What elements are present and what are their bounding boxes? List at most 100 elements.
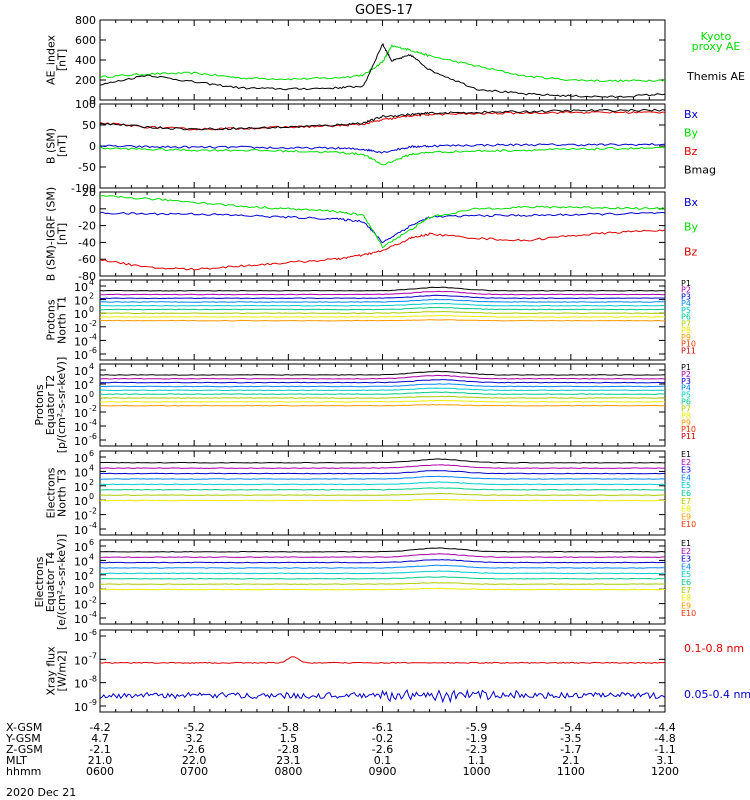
channel-line-5 [100,302,665,307]
series-line-1 [100,146,665,166]
legend-label: P2 [681,370,691,379]
y-tick-base: 10 [74,308,88,321]
x-axis-value: -1.9 [466,732,487,745]
y-tick-label: 800 [75,14,96,27]
x-axis-value: -2.1 [89,743,110,756]
y-tick-base: 10 [74,524,88,537]
xray-line-1 [100,688,665,704]
y-tick-label: 400 [75,54,96,67]
channel-line-4 [100,383,665,388]
date-label: 2020 Dec 21 [6,786,76,799]
channel-line-8 [100,498,665,502]
channel-line-1 [100,370,665,376]
panel-data [100,547,665,591]
legend-label: P3 [681,377,691,386]
y-tick-label: -50 [78,161,96,174]
legend-label: P11 [681,346,696,355]
y-tick-base: 10 [74,407,88,420]
series-line-1 [100,42,665,99]
x-axis-value: 22.0 [182,754,207,767]
channel-line-6 [100,391,665,395]
panel-data [100,370,665,407]
channel-line-4 [100,564,665,569]
channel-line-7 [100,395,665,399]
legend-label: P8 [681,411,691,420]
x-axis-value: -5.9 [466,721,487,734]
legend-label: P11 [681,432,696,441]
xray-line-0 [100,656,665,664]
y-tick-base: 10 [74,322,88,335]
x-axis-value: 0800 [274,765,302,778]
x-axis-value: -0.2 [372,732,393,745]
panel-frame [99,539,666,625]
x-axis-value: 1100 [557,765,585,778]
legend-label: E1 [681,450,691,459]
y-axis-label: Equator T4 [44,552,57,612]
legend-label: Bz [684,245,698,258]
x-axis-value: -1.1 [654,743,675,756]
series-line-2 [100,110,665,131]
series-line-1 [100,194,665,249]
channel-line-9 [100,403,665,407]
y-tick-base: 10 [74,495,88,508]
y-tick-base: 10 [74,599,88,612]
y-tick-exponent: -2 [89,507,97,516]
y-tick-base: 10 [74,631,88,644]
y-tick-label: -20 [78,220,96,233]
legend-label: E4 [681,473,691,482]
legend-label: Themis AE [686,70,745,83]
legend-label: E5 [681,481,691,490]
legend-label: E1 [681,539,691,548]
y-tick-exponent: -8 [89,675,97,684]
legend-label: E7 [681,586,691,595]
y-tick-label: 200 [75,74,96,87]
y-tick-base: 10 [74,584,88,597]
x-axis-row-label: X-GSM [6,721,42,734]
channel-line-7 [100,582,665,585]
legend-label: E3 [681,555,691,564]
panel-data [100,286,665,322]
y-tick-exponent: -6 [89,628,97,637]
y-tick-base: 10 [74,365,88,378]
channel-line-8 [100,399,665,403]
y-tick-label: 20 [82,186,96,199]
y-tick-exponent: -2 [89,319,97,328]
channel-line-1 [100,458,665,464]
plot-title: GOES-17 [355,3,413,18]
legend-label: proxy AE [692,40,741,53]
y-axis-label: North T3 [56,469,69,517]
legend-label: E9 [681,512,691,521]
y-tick-exponent: 4 [89,278,94,287]
x-axis-value: -2.8 [278,743,299,756]
y-axis-label: [nT] [56,223,69,245]
legend-label: P3 [681,292,691,301]
y-tick-base: 10 [74,335,88,348]
y-tick-exponent: 0 [89,492,94,501]
x-axis-value: 1000 [463,765,491,778]
x-axis-value: -5.2 [183,721,204,734]
y-tick-exponent: 2 [89,292,94,301]
y-axis-label: Protons [33,384,46,425]
x-axis-value: 3.2 [185,732,203,745]
legend-label: P5 [681,306,691,315]
panel-data [100,194,665,271]
x-axis-value: -4.4 [654,721,675,734]
legend-label: P10 [681,425,696,434]
x-axis-value: -2.6 [183,743,204,756]
legend-label: Kyoto [701,30,732,43]
channel-line-6 [100,487,665,491]
y-tick-exponent: -7 [89,651,97,660]
y-tick-base: 10 [74,295,88,308]
y-tick-exponent: -4 [89,610,97,619]
x-axis-value: -3.5 [560,732,581,745]
y-tick-exponent: 4 [89,552,94,561]
series-line-0 [100,142,665,154]
legend-label: P1 [681,279,691,288]
y-tick-base: 10 [74,452,88,465]
channel-line-1 [100,286,665,292]
legend-label: E6 [681,578,691,587]
